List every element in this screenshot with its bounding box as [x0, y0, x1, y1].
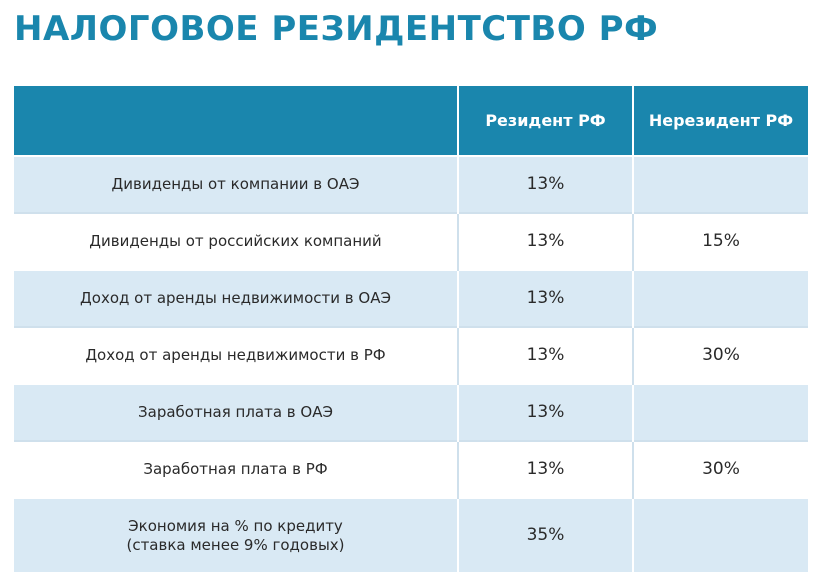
- nonresident-rate-cell: [633, 497, 808, 572]
- resident-rate-cell: 35%: [458, 497, 634, 572]
- table-row: Дивиденды от российских компаний 13% 15%: [14, 212, 808, 270]
- table-row: Экономия на % по кредиту (ставка менее 9…: [14, 497, 808, 572]
- header-resident: Резидент РФ: [458, 86, 634, 156]
- nonresident-rate-cell: 30%: [633, 326, 808, 384]
- resident-rate-cell: 13%: [458, 155, 634, 213]
- resident-rate-cell: 13%: [458, 269, 634, 327]
- page-title: НАЛОГОВОЕ РЕЗИДЕНТСТВО РФ: [14, 9, 659, 49]
- nonresident-rate-cell: [633, 383, 808, 441]
- resident-rate-cell: 13%: [458, 212, 634, 270]
- nonresident-rate-cell: [633, 155, 808, 213]
- income-type-cell: Заработная плата в ОАЭ: [14, 383, 459, 441]
- income-type-cell: Дивиденды от компании в ОАЭ: [14, 155, 459, 213]
- nonresident-rate-cell: 15%: [633, 212, 808, 270]
- resident-rate-cell: 13%: [458, 326, 634, 384]
- income-type-cell: Заработная плата в РФ: [14, 440, 459, 498]
- income-type-cell: Экономия на % по кредиту (ставка менее 9…: [14, 497, 459, 572]
- income-type-cell: Доход от аренды недвижимости в РФ: [14, 326, 459, 384]
- header-nonresident: Нерезидент РФ: [633, 86, 808, 156]
- tax-residency-table: Резидент РФ Нерезидент РФ Дивиденды от к…: [14, 86, 808, 572]
- table-row: Заработная плата в РФ 13% 30%: [14, 440, 808, 498]
- income-type-cell: Дивиденды от российских компаний: [14, 212, 459, 270]
- nonresident-rate-cell: [633, 269, 808, 327]
- table-row: Дивиденды от компании в ОАЭ 13%: [14, 155, 808, 213]
- table-row: Заработная плата в ОАЭ 13%: [14, 383, 808, 441]
- resident-rate-cell: 13%: [458, 383, 634, 441]
- table-row: Доход от аренды недвижимости в ОАЭ 13%: [14, 269, 808, 327]
- income-type-cell: Доход от аренды недвижимости в ОАЭ: [14, 269, 459, 327]
- table-header-row: Резидент РФ Нерезидент РФ: [14, 86, 808, 156]
- header-income-type: [14, 86, 459, 156]
- table-row: Доход от аренды недвижимости в РФ 13% 30…: [14, 326, 808, 384]
- resident-rate-cell: 13%: [458, 440, 634, 498]
- nonresident-rate-cell: 30%: [633, 440, 808, 498]
